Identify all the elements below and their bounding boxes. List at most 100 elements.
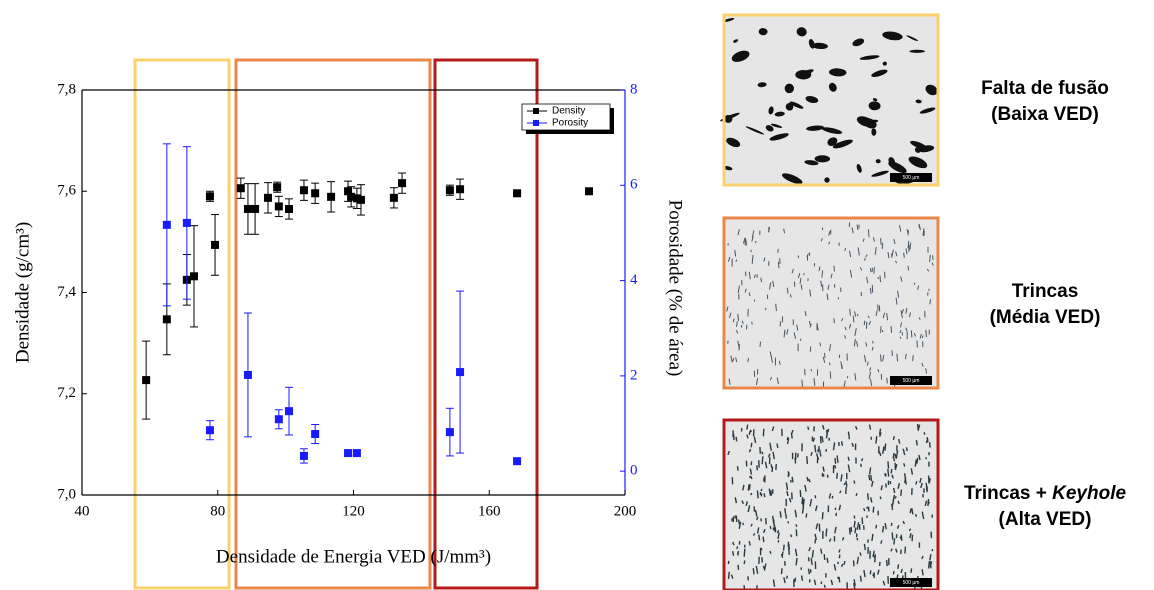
crack [848, 527, 851, 535]
crack [836, 455, 839, 463]
crack [816, 322, 819, 331]
crack [862, 508, 866, 512]
crack [786, 329, 789, 335]
pore [784, 83, 794, 94]
crack [885, 559, 888, 567]
crack [751, 321, 753, 325]
micrograph-image [724, 420, 938, 590]
pore [871, 69, 888, 77]
crack [915, 481, 918, 485]
crack [759, 341, 762, 347]
marker [344, 449, 353, 458]
crack [868, 371, 872, 379]
crack [908, 528, 912, 532]
crack [908, 312, 911, 318]
crack [735, 357, 738, 363]
crack [753, 274, 757, 279]
crack [868, 320, 871, 326]
crack [735, 436, 738, 442]
crack [921, 569, 924, 576]
crack [865, 254, 868, 258]
crack [900, 568, 903, 574]
crack [872, 573, 875, 577]
crack [727, 571, 730, 579]
y-tick-label: 7,2 [57, 385, 76, 401]
marker [274, 415, 283, 424]
crack [741, 500, 745, 505]
crack [828, 362, 831, 366]
micrograph-frame [722, 216, 940, 390]
crack [891, 503, 894, 511]
crack [818, 266, 821, 272]
pore [769, 133, 789, 141]
crack [769, 376, 772, 381]
marker [243, 204, 252, 213]
crack [920, 482, 923, 489]
crack [818, 449, 822, 457]
x-axis-label: Densidade de Energia VED (J/mm³) [216, 546, 491, 567]
marker [356, 195, 365, 204]
crack [828, 230, 831, 236]
crack [851, 442, 854, 447]
crack [881, 242, 884, 250]
crack [882, 580, 886, 586]
crack [746, 434, 749, 439]
crack [897, 438, 901, 444]
crack [785, 482, 789, 491]
crack [840, 318, 844, 322]
crack [849, 250, 852, 258]
micrograph-frame [722, 13, 940, 187]
crack [821, 270, 824, 278]
crack [821, 424, 825, 430]
crack [827, 428, 830, 433]
crack [808, 478, 811, 483]
crack [900, 310, 903, 319]
marker [456, 368, 465, 377]
crack [799, 277, 802, 284]
crack [836, 472, 839, 479]
crack [903, 252, 905, 258]
crack [894, 496, 897, 499]
marker [205, 426, 214, 435]
crack [931, 262, 934, 266]
crack [737, 564, 740, 570]
crack [727, 256, 731, 262]
crack [826, 557, 829, 564]
crack [916, 457, 919, 464]
pore [868, 101, 881, 111]
crack [748, 292, 751, 297]
scale-bar-label: 500 µm [903, 580, 920, 586]
crack [844, 335, 847, 339]
crack [809, 323, 812, 328]
y-tick-label: 7,8 [57, 81, 76, 97]
marker [398, 179, 407, 188]
crack [860, 463, 862, 468]
crack [809, 289, 812, 297]
crack [786, 287, 789, 294]
micrograph-image [724, 218, 938, 388]
crack [769, 351, 772, 357]
y2-tick-label: 6 [630, 177, 638, 193]
crack [778, 360, 781, 365]
crack [753, 436, 757, 444]
crack [747, 358, 749, 363]
crack [785, 575, 788, 579]
crack [776, 377, 779, 385]
crack [820, 280, 823, 287]
crack [929, 254, 931, 263]
crack [881, 329, 884, 333]
crack [773, 525, 776, 531]
micrograph-title-part: Trincas [1012, 281, 1079, 302]
crack [814, 505, 818, 512]
marker [285, 204, 294, 213]
crack [903, 477, 907, 484]
pore [806, 125, 824, 131]
pore [871, 128, 877, 136]
crack [748, 430, 751, 436]
y-tick-label: 7,6 [57, 183, 76, 199]
x-tick-label: 200 [614, 503, 637, 519]
crack [862, 238, 865, 242]
marker [273, 183, 282, 192]
crack [910, 568, 913, 573]
crack [853, 579, 856, 587]
